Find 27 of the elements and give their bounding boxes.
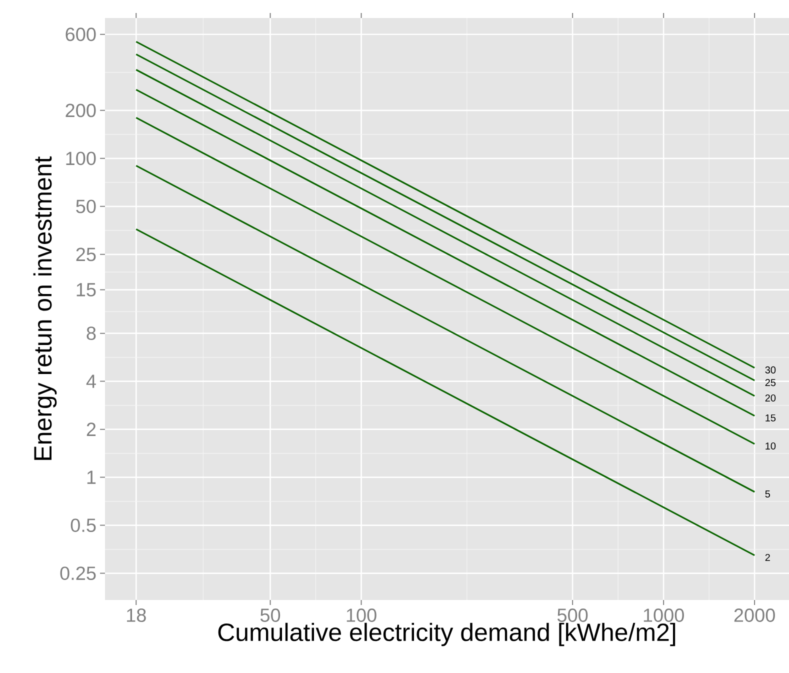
series-label: 10 [766,442,776,450]
y-tick-label: 4 [86,374,96,388]
x-tick-label: 500 [557,608,588,622]
series-label: 30 [765,366,776,374]
y-tick-label: 200 [66,104,96,118]
y-tick-label: 0.25 [60,566,96,580]
y-tick-label: 0.5 [70,518,96,532]
series-label: 20 [765,394,776,402]
y-tick-label: 50 [76,200,96,214]
y-tick-label: 25 [76,248,96,262]
y-tick-label: 8 [86,326,96,340]
series-label: 25 [765,379,776,386]
y-tick-label: 2 [86,422,96,436]
y-tick-label: 1 [87,470,96,484]
y-tick-label: 15 [76,283,96,296]
series-label: 15 [766,414,776,422]
x-tick-label: 18 [127,608,146,622]
y-tick-label: 600 [66,28,96,42]
x-tick-label: 100 [346,608,376,622]
y-axis-title: Energy retun on investment [33,156,57,460]
x-tick-label: 1000 [644,608,684,622]
x-tick-label: 50 [260,608,280,622]
x-tick-label: 2000 [734,608,775,622]
series-label: 5 [765,490,770,498]
y-tick-label: 100 [66,152,96,166]
x-axis-title: Cumulative electricity demand [kWhe/m2] [218,622,676,646]
series-label: 2 [765,554,770,561]
